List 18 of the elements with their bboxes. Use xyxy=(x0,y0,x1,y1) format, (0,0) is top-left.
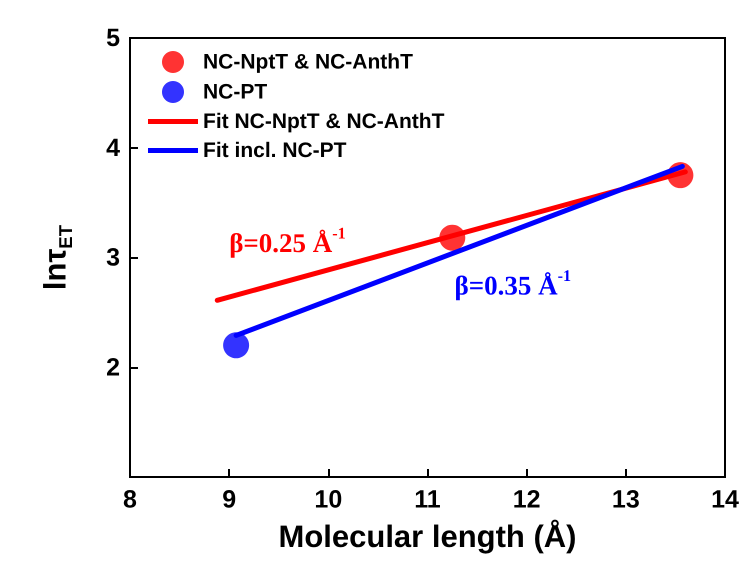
y-tick-label: 3 xyxy=(106,244,120,272)
x-tick-label: 8 xyxy=(123,486,138,514)
y-tick-label: 4 xyxy=(106,134,120,162)
x-axis-title: Molecular length (Å) xyxy=(278,519,576,554)
x-tick-label: 10 xyxy=(314,486,342,514)
legend-label: NC-PT xyxy=(203,80,268,104)
x-tick-label: 11 xyxy=(414,486,441,514)
point xyxy=(223,332,250,358)
x-tick-label: 12 xyxy=(512,486,541,514)
legend-label: Fit incl. NC-PT xyxy=(203,139,347,162)
x-tick-label: 14 xyxy=(711,486,739,514)
x-tick-label: 13 xyxy=(612,486,640,514)
y-axis-title: lnτET xyxy=(37,224,76,290)
y-tick-label: 5 xyxy=(106,24,120,52)
legend-label: NC-NptT & NC-AnthT xyxy=(203,50,414,74)
legend-label: Fit NC-NptT & NC-AnthT xyxy=(203,110,445,133)
y-tick-label: 2 xyxy=(106,353,120,382)
x-tick-label: 9 xyxy=(222,486,236,514)
